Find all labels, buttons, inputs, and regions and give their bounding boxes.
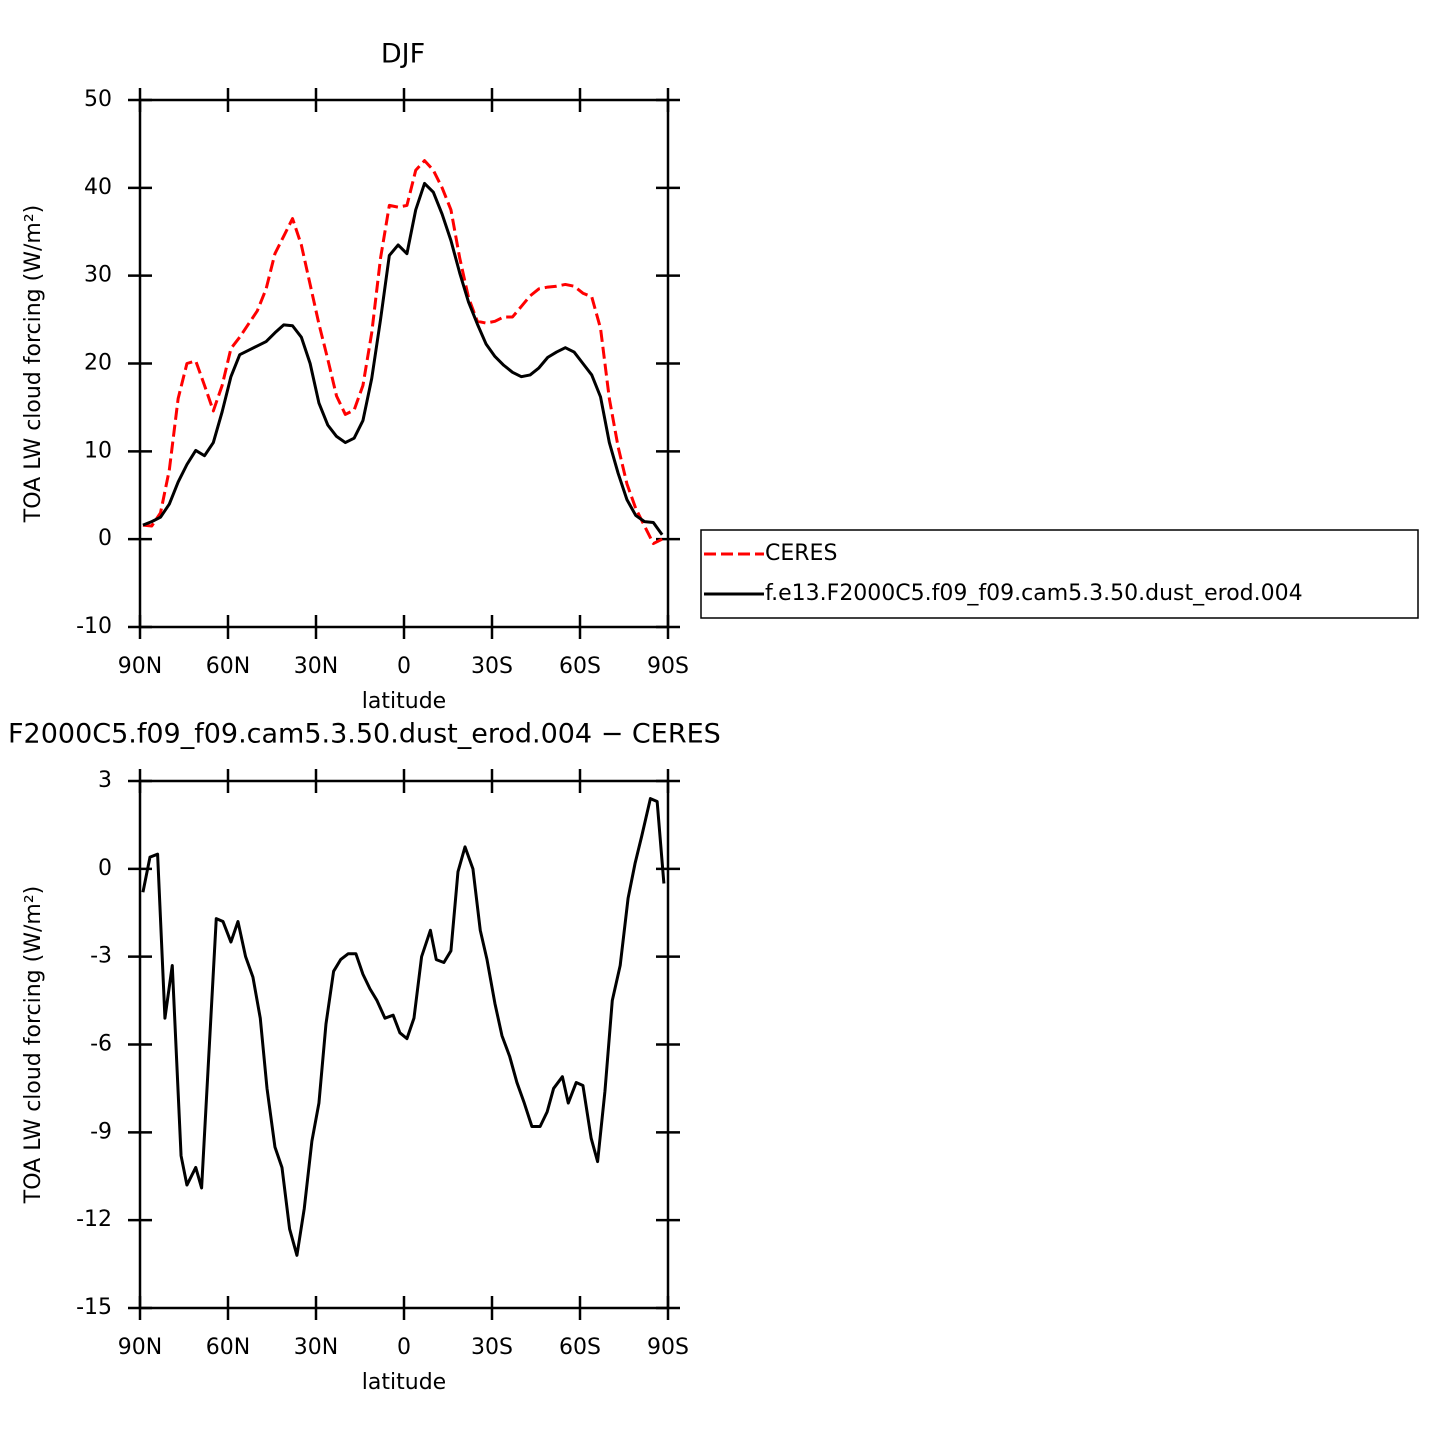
y-tick-label: 20 (84, 351, 112, 376)
y-tick-label: -10 (76, 614, 112, 639)
y-tick-label: -9 (90, 1119, 112, 1144)
plot-frame (138, 779, 670, 1310)
y-tick-label: 0 (98, 526, 112, 551)
y-tick-label: -15 (76, 1295, 112, 1320)
x-axis-label: latitude (362, 1370, 446, 1395)
x-tick-label: 30N (294, 1335, 338, 1360)
x-tick-label: 90N (118, 1335, 162, 1360)
y-tick-label: 10 (84, 438, 112, 463)
y-tick-label: -12 (76, 1207, 112, 1232)
x-tick-label: 60S (559, 1335, 601, 1360)
x-tick-label: 60N (206, 1335, 250, 1360)
legend-label: f.e13.F2000C5.f09_f09.cam5.3.50.dust_ero… (765, 581, 1303, 606)
x-tick-label: 0 (397, 654, 411, 679)
y-tick-label: 30 (84, 263, 112, 288)
x-tick-label: 60S (559, 654, 601, 679)
data-line (142, 181, 664, 536)
x-tick-label: 60N (206, 654, 250, 679)
y-tick-label: 40 (84, 175, 112, 200)
x-tick-label: 30S (471, 1335, 513, 1360)
legend-label: CERES (765, 541, 837, 566)
x-tick-label: 30S (471, 654, 513, 679)
y-tick-label: 3 (98, 768, 112, 793)
data-line (141, 797, 666, 1257)
plot-frame (138, 98, 670, 629)
x-axis-label: latitude (362, 689, 446, 714)
legend-box (700, 529, 1419, 619)
chart-title: F2000C5.f09_f09.cam5.3.50.dust_erod.004 … (8, 719, 721, 750)
y-axis-label: TOA LW cloud forcing (W/m²) (21, 886, 46, 1204)
data-line (142, 159, 663, 546)
x-tick-label: 30N (294, 654, 338, 679)
x-tick-label: 90S (647, 1335, 689, 1360)
x-tick-label: 90S (647, 654, 689, 679)
y-tick-label: 0 (98, 856, 112, 881)
y-tick-label: -6 (90, 1032, 112, 1057)
x-tick-label: 0 (397, 1335, 411, 1360)
y-tick-label: 50 (84, 87, 112, 112)
y-tick-label: -3 (90, 944, 112, 969)
x-tick-label: 90N (118, 654, 162, 679)
y-axis-label: TOA LW cloud forcing (W/m²) (21, 205, 46, 523)
chart-title: DJF (381, 39, 425, 70)
